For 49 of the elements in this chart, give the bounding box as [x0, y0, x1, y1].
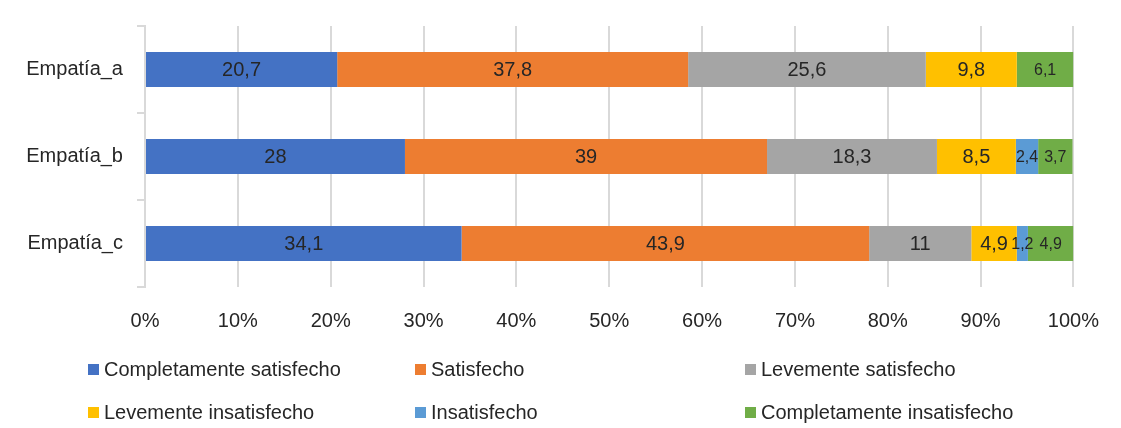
y-tick-label: Empatía_c — [27, 231, 123, 255]
x-tick-label: 70% — [774, 308, 816, 331]
y-tick-label: Empatía_b — [26, 144, 123, 168]
bar — [1038, 139, 1073, 174]
legend-label: Levemente satisfecho — [761, 358, 956, 381]
x-tick-label: 0% — [130, 308, 160, 331]
bar — [146, 52, 338, 87]
bar — [767, 139, 937, 174]
x-tick-label: 100% — [1047, 308, 1100, 331]
legend-label: Insatisfecho — [431, 401, 538, 424]
bar — [925, 52, 1017, 87]
data-label: 39 — [574, 145, 598, 168]
bar — [869, 226, 972, 261]
data-label: 20,7 — [222, 58, 262, 81]
bar — [936, 139, 1016, 174]
x-tick-label: 30% — [403, 308, 444, 331]
legend-label: Levemente insatisfecho — [104, 401, 315, 424]
legend-label: Completamente satisfecho — [104, 358, 341, 381]
data-label: 25,6 — [787, 58, 827, 81]
data-label: 8,5 — [962, 145, 991, 168]
data-label: 2,4 — [1015, 147, 1039, 165]
data-label: 34,1 — [284, 232, 324, 255]
bar — [146, 139, 405, 174]
y-tick-label: Empatía_a — [26, 57, 124, 81]
data-label: 6,1 — [1033, 60, 1057, 78]
bar — [461, 226, 870, 261]
x-tick-label: 40% — [496, 308, 537, 331]
x-tick-label: 50% — [589, 308, 630, 331]
data-label: 4,9 — [980, 232, 1008, 255]
x-tick-label: 60% — [682, 308, 723, 331]
bar — [1016, 52, 1074, 87]
bar — [688, 52, 926, 87]
data-label: 4,9 — [1039, 234, 1062, 252]
data-label: 37,8 — [493, 58, 533, 81]
x-tick-label: 90% — [960, 308, 1001, 331]
bar — [404, 139, 768, 174]
data-label: 3,7 — [1044, 147, 1067, 165]
bar — [337, 52, 689, 87]
bar — [146, 226, 462, 261]
x-tick-label: 20% — [310, 308, 351, 331]
x-tick-label: 80% — [867, 308, 908, 331]
legend-label: Completamente insatisfecho — [761, 401, 1014, 424]
legend-label: Satisfecho — [431, 358, 525, 381]
data-label: 28 — [264, 145, 287, 168]
data-label: 11 — [909, 232, 931, 255]
data-label: 9,8 — [957, 58, 986, 81]
x-tick-label: 10% — [217, 308, 259, 331]
data-label: 18,3 — [832, 145, 872, 168]
data-label: 43,9 — [645, 232, 685, 255]
